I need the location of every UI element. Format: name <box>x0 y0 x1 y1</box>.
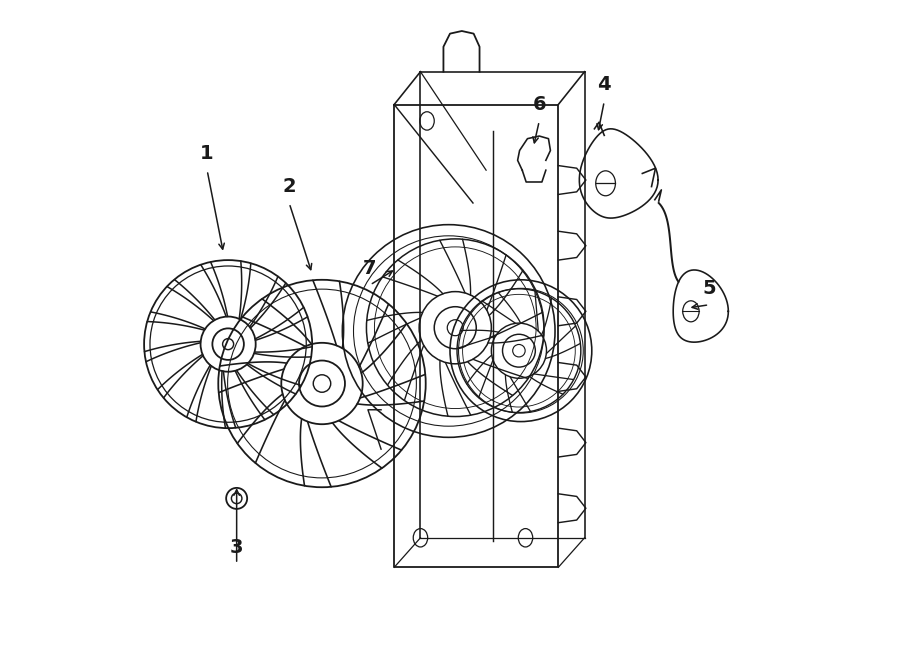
Text: 5: 5 <box>703 279 716 298</box>
Text: 2: 2 <box>283 177 296 196</box>
Text: 1: 1 <box>201 144 214 164</box>
Text: 6: 6 <box>533 95 546 114</box>
Text: 3: 3 <box>230 538 243 557</box>
Text: 7: 7 <box>364 259 377 278</box>
Text: 4: 4 <box>598 75 611 94</box>
